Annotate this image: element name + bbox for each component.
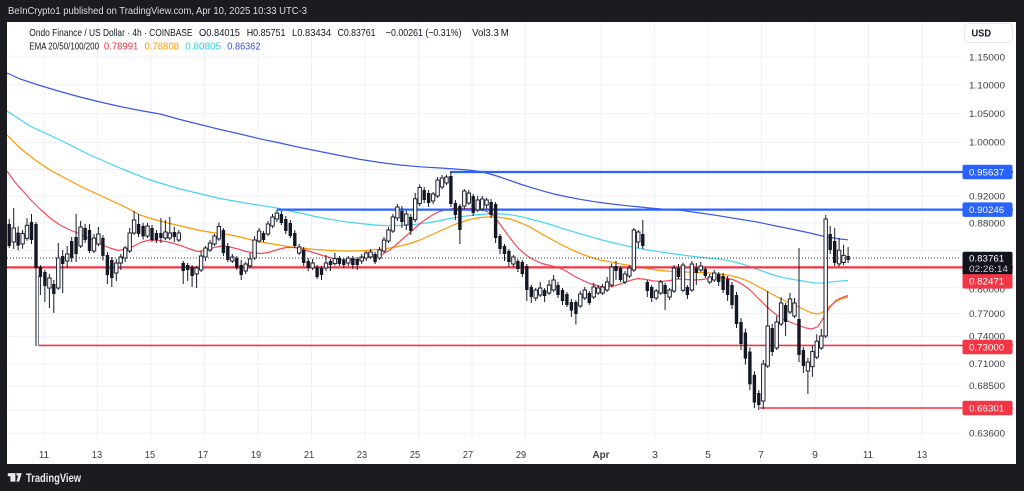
svg-text:0.86362: 0.86362 <box>227 41 260 52</box>
svg-text:1.00000: 1.00000 <box>969 138 1005 148</box>
svg-text:TradingView: TradingView <box>26 471 81 485</box>
svg-text:EMA 20/50/100/200: EMA 20/50/100/200 <box>29 41 99 52</box>
svg-text:11: 11 <box>39 450 50 461</box>
svg-text:1.15000: 1.15000 <box>969 52 1005 62</box>
svg-text:0.90246: 0.90246 <box>969 205 1004 215</box>
svg-text:Apr: Apr <box>592 450 609 461</box>
svg-text:1.05000: 1.05000 <box>969 109 1005 119</box>
svg-text:0.88000: 0.88000 <box>969 218 1005 228</box>
svg-text:13: 13 <box>917 450 927 461</box>
svg-text:27: 27 <box>463 450 473 461</box>
svg-text:0.78808: 0.78808 <box>145 41 180 52</box>
svg-text:Ondo Finance / US Dollar · 4h: Ondo Finance / US Dollar · 4h · COINBASE <box>29 28 192 39</box>
svg-text:0.74000: 0.74000 <box>969 332 1005 342</box>
svg-text:5: 5 <box>705 450 711 461</box>
svg-text:O0.84015: O0.84015 <box>199 28 240 39</box>
svg-text:13: 13 <box>92 450 102 461</box>
svg-text:0.80000: 0.80000 <box>969 284 1005 294</box>
svg-text:3: 3 <box>652 450 658 461</box>
svg-text:17: 17 <box>198 450 208 461</box>
svg-text:21: 21 <box>304 450 314 461</box>
svg-text:9: 9 <box>812 450 818 461</box>
svg-text:0.73000: 0.73000 <box>969 342 1004 352</box>
svg-text:02:26:14: 02:26:14 <box>969 264 1008 274</box>
svg-text:15: 15 <box>145 450 155 461</box>
svg-text:USD: USD <box>972 28 992 39</box>
svg-text:0.66301: 0.66301 <box>969 403 1004 413</box>
svg-text:0.83761: 0.83761 <box>969 254 1004 264</box>
svg-text:7: 7 <box>758 450 764 461</box>
svg-text:BeInCrypto1 published on Tradi: BeInCrypto1 published on TradingView.com… <box>8 6 307 17</box>
svg-text:23: 23 <box>357 450 367 461</box>
svg-text:1.10000: 1.10000 <box>969 80 1005 90</box>
svg-text:0.80805: 0.80805 <box>185 41 221 52</box>
svg-text:19: 19 <box>251 450 261 461</box>
svg-text:25: 25 <box>410 450 420 461</box>
svg-text:L0.83434: L0.83434 <box>292 28 331 39</box>
svg-text:−0.00261 (−0.31%): −0.00261 (−0.31%) <box>386 28 462 39</box>
svg-text:0.82471: 0.82471 <box>969 277 1004 287</box>
svg-text:0.95637: 0.95637 <box>969 167 1004 177</box>
svg-text:0.68500: 0.68500 <box>969 381 1005 391</box>
svg-text:Vol3.3 M: Vol3.3 M <box>472 28 509 39</box>
svg-text:29: 29 <box>516 450 526 461</box>
svg-text:0.78991: 0.78991 <box>104 41 139 52</box>
svg-text:C0.83761: C0.83761 <box>338 28 376 39</box>
svg-text:11: 11 <box>863 450 874 461</box>
svg-text:0.71000: 0.71000 <box>969 359 1005 369</box>
svg-text:0.92000: 0.92000 <box>969 191 1005 201</box>
svg-text:H0.85751: H0.85751 <box>247 28 286 39</box>
svg-text:0.77000: 0.77000 <box>969 309 1005 319</box>
svg-text:0.63600: 0.63600 <box>969 429 1005 439</box>
